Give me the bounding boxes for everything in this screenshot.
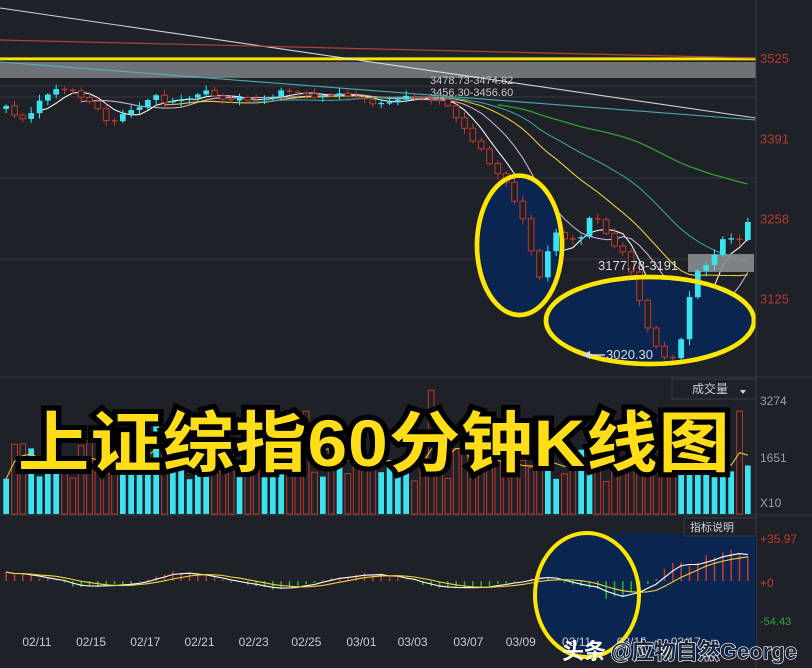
- svg-text:02/25: 02/25: [291, 635, 321, 649]
- svg-text:03/07: 03/07: [453, 635, 483, 649]
- svg-text:03/17: 03/17: [671, 635, 701, 649]
- svg-text:3125: 3125: [760, 291, 789, 306]
- svg-text:指标说明: 指标说明: [690, 520, 734, 534]
- svg-text:03/09: 03/09: [506, 635, 536, 649]
- svg-text:02/23: 02/23: [239, 635, 269, 649]
- svg-text:+0: +0: [760, 576, 774, 590]
- svg-text:03/11: 03/11: [562, 635, 591, 649]
- svg-text:3391: 3391: [760, 131, 789, 146]
- svg-text:3258: 3258: [760, 211, 789, 226]
- svg-text:02/21: 02/21: [184, 635, 214, 649]
- svg-text:3020.30: 3020.30: [606, 347, 653, 362]
- svg-text:03/15: 03/15: [617, 635, 647, 649]
- svg-text:3274: 3274: [760, 394, 787, 408]
- svg-text:1651: 1651: [760, 451, 787, 465]
- svg-text:02/17: 02/17: [130, 635, 160, 649]
- svg-text:3177.78-3191: 3177.78-3191: [598, 258, 678, 273]
- svg-text:+35.97: +35.97: [760, 532, 797, 546]
- svg-text:02/15: 02/15: [76, 635, 106, 649]
- svg-text:03/03: 03/03: [398, 635, 428, 649]
- svg-text:X10: X10: [760, 496, 782, 510]
- svg-text:-54.43: -54.43: [760, 616, 791, 628]
- svg-text:3525: 3525: [760, 51, 789, 66]
- svg-text:02/11: 02/11: [22, 635, 51, 649]
- svg-text:03/01: 03/01: [346, 635, 376, 649]
- svg-text:成交量: 成交量: [692, 381, 728, 396]
